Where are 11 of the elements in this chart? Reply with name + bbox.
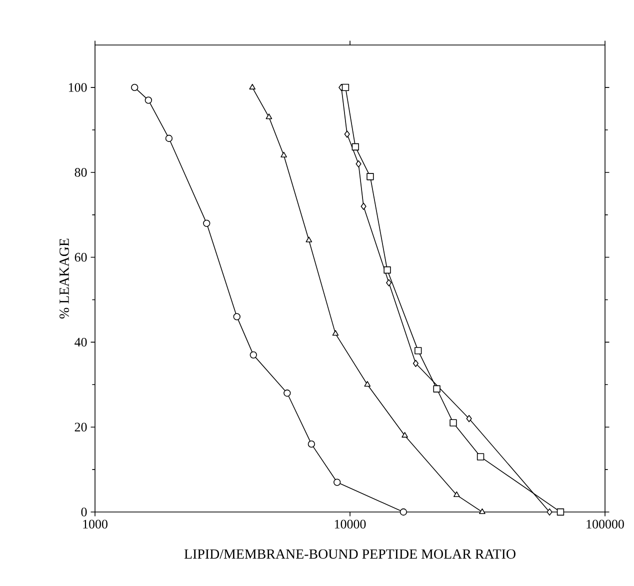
y-tick-label: 40 [74, 338, 87, 347]
x-tick-label: 1000 [83, 520, 108, 529]
x-tick-label: 100000 [586, 520, 624, 529]
y-tick-label: 20 [74, 422, 87, 432]
y-axis-title: % LEAKAGE [60, 238, 69, 318]
y-tick-label: 80 [74, 168, 87, 177]
y-tick-label: 100 [68, 83, 87, 92]
y-tick-label: 60 [74, 252, 87, 262]
x-axis-title: LIPID/MEMBRANE-BOUND PEPTIDE MOLAR RATIO [184, 549, 516, 559]
x-tick-label: 10000 [334, 520, 366, 529]
y-tick-label: 0 [81, 508, 87, 516]
